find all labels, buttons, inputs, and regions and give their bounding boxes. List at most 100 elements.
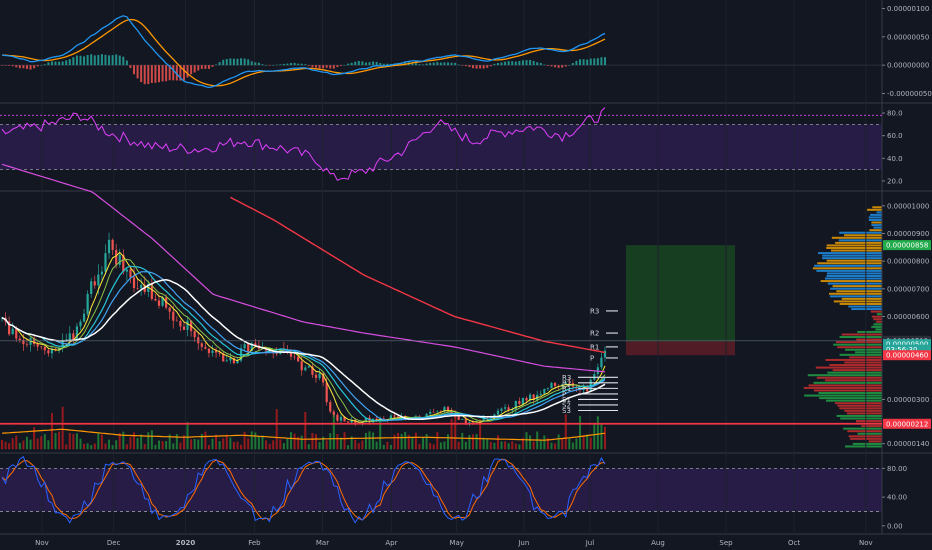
volume-profile-bar	[831, 236, 882, 239]
macd-hist-bar	[575, 60, 578, 66]
x-tick-label: Jul	[585, 539, 595, 547]
macd-hist-bar	[475, 65, 478, 69]
volume-bar	[307, 444, 310, 450]
volume-bar	[232, 441, 235, 450]
candle-body	[443, 407, 446, 412]
volume-profile-bar	[822, 257, 882, 260]
volume-profile-bar	[840, 417, 882, 420]
volume-bar	[354, 439, 357, 450]
volume-bar	[240, 444, 243, 450]
macd-hist-bar	[339, 65, 342, 67]
volume-bar	[604, 426, 606, 450]
macd-line	[1, 15, 606, 89]
volume-profile-bar	[873, 323, 882, 326]
volume-bar	[261, 435, 264, 450]
volume-bar	[443, 441, 446, 450]
macd-hist-bar	[93, 55, 96, 66]
macd-hist-bar	[122, 56, 125, 66]
macd-hist-bar	[86, 55, 89, 66]
macd-hist-bar	[518, 61, 521, 66]
x-tick-label: Dec	[107, 539, 121, 547]
volume-profile-bar	[833, 343, 882, 346]
macd-hist-bar	[25, 65, 28, 69]
candle-body	[247, 344, 250, 352]
macd-y-tick-label: -0.00000050	[887, 90, 932, 98]
macd-hist-bar	[561, 65, 564, 68]
volume-bar	[400, 433, 403, 450]
volume-bar	[557, 434, 560, 450]
volume-bar	[486, 438, 489, 450]
volume-bar	[489, 441, 492, 450]
volume-bar	[265, 440, 268, 450]
stoch-k-line	[1, 456, 606, 524]
volume-bar	[97, 432, 100, 450]
volume-bar	[343, 432, 346, 450]
stoch-y-tick-label: 0.00	[887, 522, 903, 530]
rsi-y-tick-label: 40.0	[887, 155, 903, 163]
volume-bar	[247, 438, 250, 450]
volume-profile-bar	[826, 259, 882, 262]
volume-profile-bar	[813, 381, 882, 384]
pivot-label: P	[590, 354, 594, 362]
macd-hist-bar	[457, 64, 460, 66]
volume-bar	[18, 442, 21, 450]
macd-hist-bar	[586, 59, 589, 66]
volume-profile-bar	[818, 252, 882, 255]
candle-body	[461, 419, 464, 420]
candle-body	[514, 400, 517, 410]
candle-body	[125, 269, 128, 272]
volume-bar	[129, 437, 132, 450]
volume-profile-bar	[824, 379, 882, 382]
pivot-label: S1	[562, 396, 571, 404]
volume-bar	[439, 442, 442, 450]
volume-profile-bar	[876, 320, 882, 323]
macd-hist-bar	[368, 62, 371, 66]
rsi-y-tick-label: 80.0	[887, 110, 903, 118]
candle-body	[154, 298, 157, 301]
macd-hist-bar	[450, 62, 453, 66]
candle-body	[40, 346, 43, 348]
volume-bar	[386, 441, 389, 450]
macd-hist-bar	[429, 62, 432, 66]
volume-profile-bar	[868, 216, 882, 219]
volume-bar	[593, 422, 596, 450]
rsi-band-fill	[0, 124, 882, 170]
volume-profile-bar	[833, 300, 882, 303]
volume-bar	[457, 441, 460, 450]
macd-hist-bar	[240, 58, 243, 66]
macd-hist-bar	[1, 65, 3, 66]
price-y-tick-label: 0.00000800	[887, 258, 929, 266]
volume-bar	[464, 441, 467, 450]
volume-bar	[54, 432, 57, 450]
volume-bar	[186, 422, 189, 450]
volume-bar	[172, 443, 175, 450]
volume-bar	[125, 444, 128, 450]
macd-hist-bar	[65, 60, 68, 66]
pivot-label: R1	[590, 343, 599, 351]
candle-body	[65, 339, 68, 340]
macd-hist-bar	[404, 61, 407, 66]
volume-bar	[332, 411, 335, 450]
volume-bar	[407, 434, 410, 450]
candle-body	[496, 410, 500, 415]
volume-bar	[279, 439, 282, 450]
volume-bar	[275, 409, 278, 450]
candle-body	[75, 326, 79, 341]
volume-profile-bar	[825, 358, 882, 361]
price-tag-bg	[883, 339, 931, 350]
volume-bar	[579, 415, 582, 450]
candle-body	[339, 416, 343, 421]
volume-profile-bar	[848, 305, 882, 308]
volume-bar	[40, 436, 43, 450]
volume-bar	[529, 435, 532, 450]
volume-bar	[29, 439, 32, 450]
volume-bar	[468, 435, 471, 450]
macd-hist-bar	[571, 63, 574, 66]
candle-body	[207, 348, 211, 353]
volume-bar	[414, 432, 417, 450]
pivot-label: P	[562, 390, 566, 398]
volume-bar	[375, 441, 378, 450]
price-y-tick-label: 0.00000900	[887, 230, 929, 238]
candle-body	[564, 382, 567, 385]
candle-body	[172, 311, 175, 321]
